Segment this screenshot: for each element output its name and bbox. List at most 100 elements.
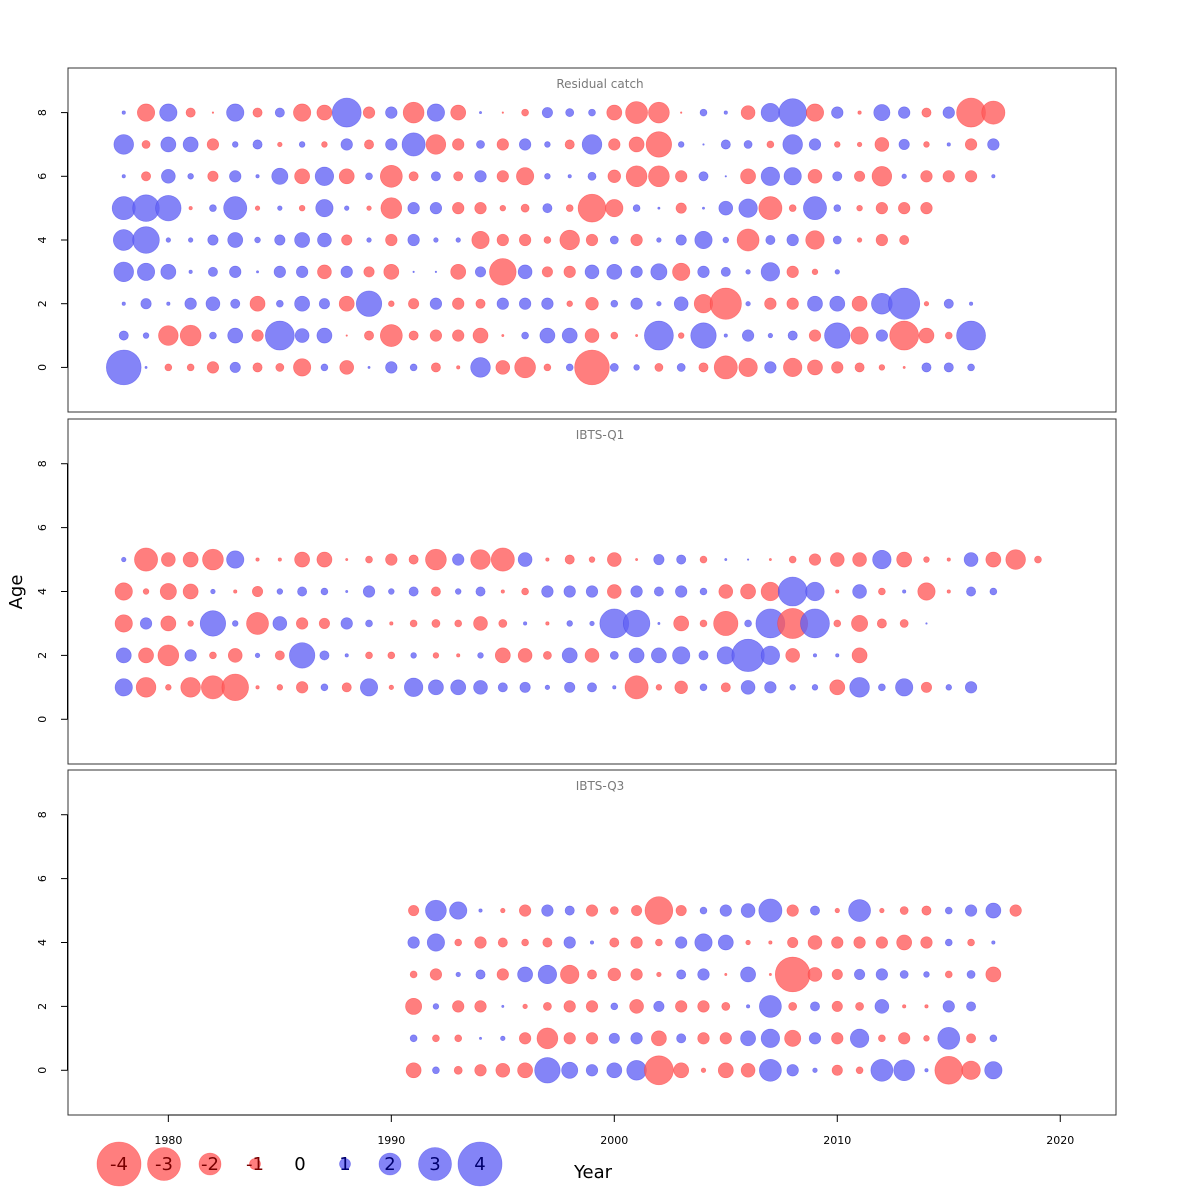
residual-bubble xyxy=(964,904,978,917)
residual-bubble xyxy=(564,905,575,916)
residual-bubble xyxy=(855,1002,864,1011)
residual-bubble xyxy=(628,647,645,664)
y-axis-title: Age xyxy=(6,575,27,610)
y-tick-label: 4 xyxy=(36,939,49,946)
residual-bubble xyxy=(829,679,846,696)
residual-bubble xyxy=(902,1004,907,1009)
residual-bubble xyxy=(878,1034,886,1043)
residual-bubble xyxy=(184,649,197,662)
residual-bubble xyxy=(1005,549,1026,570)
residual-bubble xyxy=(202,548,224,571)
residual-bubble xyxy=(831,1032,844,1045)
y-tick-label: 6 xyxy=(36,173,49,180)
residual-bubble xyxy=(760,1028,780,1048)
residual-bubble xyxy=(474,1000,487,1013)
y-tick-label: 4 xyxy=(36,588,49,595)
residual-bubble xyxy=(389,621,394,626)
residual-bubble xyxy=(475,586,486,597)
residual-bubble xyxy=(702,206,705,210)
residual-bubble xyxy=(132,226,160,254)
residual-bubble xyxy=(719,904,732,917)
residual-bubble xyxy=(541,904,554,917)
residual-bubble xyxy=(450,264,467,280)
residual-bubble xyxy=(672,646,691,665)
residual-bubble xyxy=(774,956,811,993)
residual-bubble xyxy=(229,265,242,278)
residual-bubble xyxy=(563,265,576,278)
residual-bubble xyxy=(363,266,375,278)
residual-bubble xyxy=(740,105,756,120)
residual-bubble xyxy=(786,1064,799,1077)
residual-bubble xyxy=(630,265,643,278)
x-tick-label: 2000 xyxy=(600,1134,628,1147)
x-tick-label: 2020 xyxy=(1046,1134,1074,1147)
bubbles xyxy=(106,97,1006,386)
residual-bubble xyxy=(585,904,599,917)
residual-bubble xyxy=(561,327,578,344)
residual-bubble xyxy=(644,320,674,351)
residual-bubble xyxy=(388,684,394,690)
residual-bubble xyxy=(517,1062,533,1079)
residual-bubble xyxy=(385,233,398,247)
residual-bubble xyxy=(833,204,842,212)
legend-label: -4 xyxy=(110,1154,128,1175)
residual-bubble xyxy=(807,169,823,184)
residual-bubble xyxy=(852,584,867,599)
residual-bubble xyxy=(760,262,780,282)
residual-bubble xyxy=(543,1002,552,1011)
residual-bubble xyxy=(186,363,195,372)
residual-bubble xyxy=(674,680,688,695)
residual-bubble xyxy=(831,936,844,949)
residual-bubble xyxy=(854,362,865,373)
residual-bubble xyxy=(672,262,691,281)
residual-bubble xyxy=(450,104,467,121)
residual-bubble xyxy=(254,205,261,211)
y-tick-label: 2 xyxy=(36,1003,49,1010)
residual-bubble xyxy=(360,678,379,697)
residual-bubble xyxy=(449,901,468,920)
residual-bubble xyxy=(924,1068,929,1073)
residual-bubble xyxy=(137,103,156,122)
residual-bubble xyxy=(1034,555,1042,564)
residual-bubble xyxy=(697,1032,710,1045)
residual-bubble xyxy=(989,1034,998,1043)
residual-bubble xyxy=(673,1062,690,1079)
residual-bubble xyxy=(656,301,662,307)
residual-bubble xyxy=(408,905,420,917)
residual-bubble xyxy=(144,365,148,369)
residual-bubble xyxy=(498,619,508,628)
residual-bubble xyxy=(141,171,151,182)
residual-bubble xyxy=(543,651,552,660)
residual-bubble xyxy=(426,103,445,122)
residual-bubble xyxy=(209,204,217,212)
residual-bubble xyxy=(408,554,419,565)
residual-bubble xyxy=(277,205,283,211)
residual-bubble xyxy=(635,558,639,562)
residual-bubble xyxy=(479,111,482,115)
residual-bubble xyxy=(135,677,157,698)
residual-bubble xyxy=(541,297,554,310)
residual-bubble xyxy=(718,200,734,216)
residual-bubble xyxy=(746,558,750,561)
residual-bubble xyxy=(455,971,461,978)
residual-bubble xyxy=(625,165,648,188)
residual-bubble xyxy=(610,299,619,308)
residual-bubble xyxy=(964,138,978,151)
residual-bubble xyxy=(833,619,842,628)
residual-bubble xyxy=(226,550,245,569)
residual-bubble xyxy=(564,681,576,693)
residual-bubble xyxy=(585,1032,599,1045)
residual-bubble xyxy=(942,106,955,119)
residual-bubble xyxy=(606,1062,623,1079)
residual-bubble xyxy=(495,360,511,375)
residual-bubble xyxy=(166,301,171,306)
residual-bubble xyxy=(474,936,487,949)
residual-bubble xyxy=(899,906,909,915)
residual-bubble xyxy=(115,647,132,664)
residual-bubble xyxy=(699,683,708,692)
residual-bubble xyxy=(160,264,177,280)
residual-bubble xyxy=(121,110,126,115)
residual-bubble xyxy=(317,232,332,248)
residual-bubble xyxy=(521,938,529,947)
residual-bubble xyxy=(365,555,373,564)
